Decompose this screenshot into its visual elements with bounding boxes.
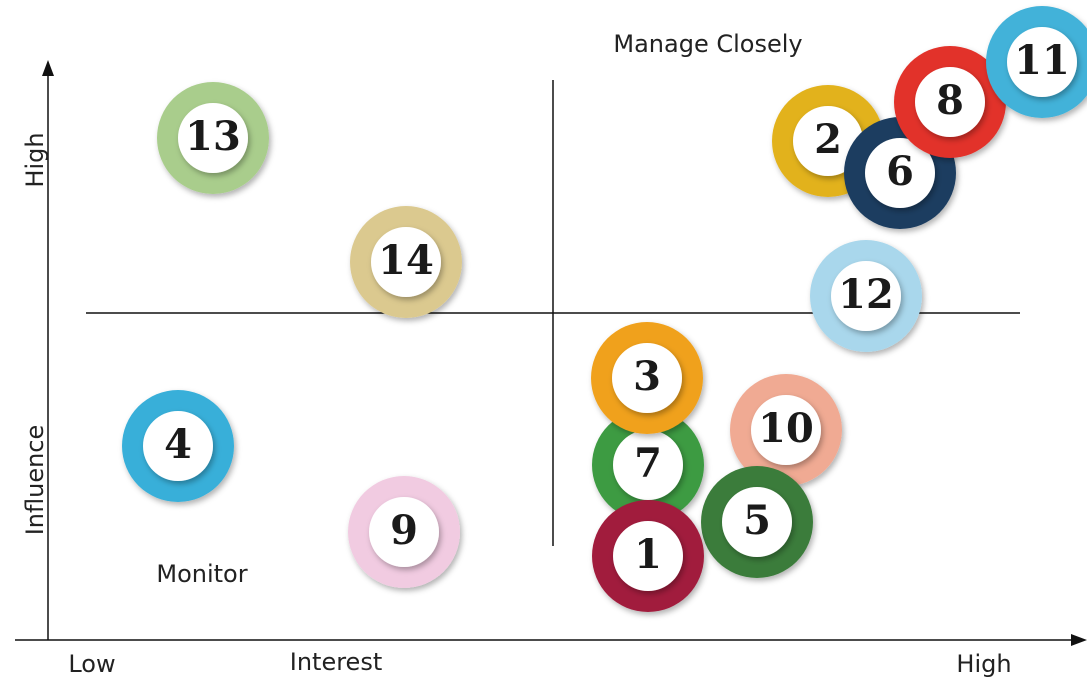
node-label: 1 — [634, 531, 662, 578]
axis-label: Influence — [21, 425, 49, 536]
node-label: 6 — [886, 148, 914, 195]
stakeholder-node: 7 — [592, 409, 704, 521]
node-center — [1007, 27, 1077, 97]
node-center — [612, 343, 682, 413]
stakeholder-node: 11 — [986, 6, 1087, 118]
node-center — [369, 497, 439, 567]
y-arrow — [42, 60, 54, 76]
node-label: 13 — [185, 113, 241, 160]
node-center — [371, 227, 441, 297]
node-label: 5 — [743, 497, 771, 544]
stakeholder-node: 3 — [591, 322, 703, 434]
node-center — [613, 430, 683, 500]
stakeholder-node: 5 — [701, 466, 813, 578]
stakeholder-node: 4 — [122, 390, 234, 502]
quadrant-label: Manage Closely — [613, 30, 802, 58]
node-center — [865, 138, 935, 208]
node-label: 12 — [838, 271, 894, 318]
node-center — [751, 395, 821, 465]
node-center — [143, 411, 213, 481]
quadrant-label: Monitor — [156, 560, 247, 588]
nodes: 13 14 4 9 10 5 7 3 1 12 268 11 — [122, 6, 1087, 612]
node-label: 11 — [1014, 37, 1070, 84]
node-label: 9 — [390, 507, 418, 554]
node-label: 10 — [758, 405, 814, 452]
node-center — [722, 487, 792, 557]
node-label: 4 — [164, 421, 192, 468]
node-center — [793, 106, 863, 176]
stakeholder-node: 13 — [157, 82, 269, 194]
node-center — [915, 67, 985, 137]
stakeholder-node: 8 — [894, 46, 1006, 158]
node-label: 8 — [936, 77, 964, 124]
axis-label: High — [21, 132, 49, 187]
x-arrow — [1071, 634, 1087, 646]
node-label: 2 — [814, 116, 842, 163]
stakeholder-node: 9 — [348, 476, 460, 588]
stakeholder-node: 10 — [730, 374, 842, 486]
stakeholder-node: 1 — [592, 500, 704, 612]
node-label: 14 — [378, 237, 434, 284]
axis-label: High — [956, 650, 1011, 678]
axis-label: Low — [68, 650, 115, 678]
stakeholder-node: 14 — [350, 206, 462, 318]
node-center — [178, 103, 248, 173]
node-center — [613, 521, 683, 591]
node-label: 7 — [634, 440, 662, 487]
node-label: 3 — [633, 353, 661, 400]
stakeholder-node: 12 — [810, 240, 922, 352]
node-center — [831, 261, 901, 331]
axis-label: Interest — [290, 648, 382, 676]
